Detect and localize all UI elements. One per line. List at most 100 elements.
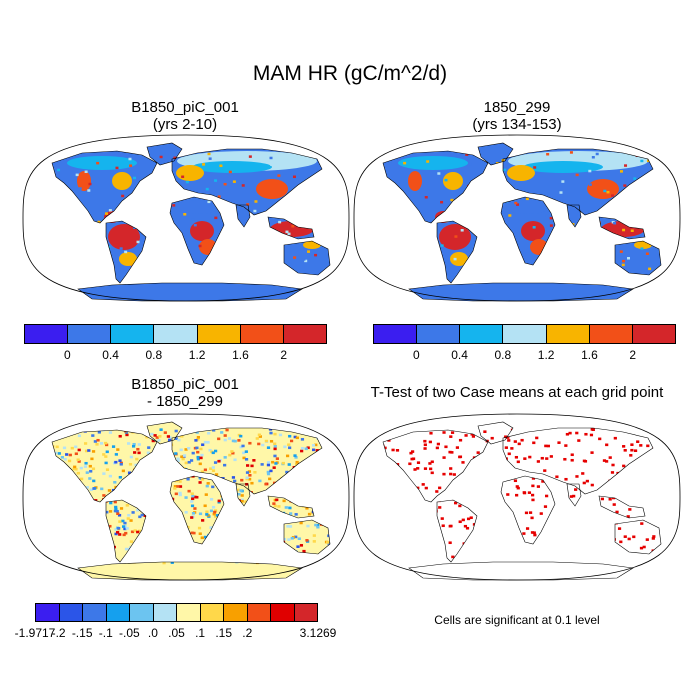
grid-cell [96, 438, 100, 442]
significant-cell [530, 516, 534, 520]
colorbar-top-left [24, 324, 327, 344]
congo [521, 221, 545, 241]
grid-cell [304, 259, 308, 263]
continent-southAmerica [106, 500, 146, 562]
grid-cell [254, 200, 258, 203]
grid-cell [102, 494, 106, 497]
significant-cell [623, 449, 627, 452]
grid-cell [129, 540, 134, 543]
significant-cell [581, 472, 585, 475]
grid-cell [121, 519, 125, 523]
significant-cell [465, 526, 470, 530]
grid-cell [530, 157, 534, 161]
significant-cell [626, 515, 630, 518]
significant-cell [444, 445, 448, 449]
significant-cell [423, 439, 427, 443]
significant-cell [630, 448, 634, 452]
grid-cell [289, 512, 293, 515]
congo [190, 221, 214, 241]
significant-cell [583, 459, 588, 463]
grid-cell [622, 228, 626, 232]
grid-cell [78, 187, 82, 190]
grid-cell [124, 250, 128, 254]
grid-cell [179, 448, 183, 452]
colorbar-swatch [294, 604, 317, 621]
colorbar-swatch [197, 325, 241, 343]
grid-cell [275, 457, 279, 460]
coastline-northAmerica [51, 150, 158, 224]
grid-cell [313, 428, 317, 431]
grid-cell [88, 182, 92, 186]
grid-cell [173, 487, 177, 490]
grid-cell [307, 512, 312, 516]
grid-cell [136, 240, 140, 244]
grid-cell [207, 200, 211, 204]
grid-cell [250, 464, 254, 468]
significant-cell [470, 432, 474, 436]
grid-cell [118, 459, 122, 462]
grid-cell [231, 476, 236, 479]
grid-cell [173, 156, 177, 160]
grid-cell [129, 455, 133, 459]
grid-cell [272, 502, 276, 505]
significant-cell [522, 532, 526, 535]
grid-cell [74, 445, 78, 449]
grid-cell [276, 158, 280, 161]
coastline-india [235, 483, 251, 507]
coastline-southAmerica [436, 220, 478, 284]
grid-cell [174, 452, 178, 455]
colorbar-tick-label: 2 [280, 348, 288, 362]
grid-cell [196, 455, 200, 459]
significant-cell [430, 460, 434, 464]
grid-cell [204, 493, 208, 496]
significant-cell [565, 432, 570, 436]
grid-cell [266, 463, 271, 467]
grid-cell [245, 477, 249, 481]
grid-cell [300, 449, 304, 453]
grid-cell [316, 523, 320, 527]
grid-cell [113, 480, 117, 484]
continent-africa [501, 476, 555, 544]
grid-cell [277, 174, 281, 177]
grid-cell [239, 445, 243, 449]
significant-cell [569, 495, 574, 498]
grid-cell [99, 442, 104, 445]
grid-cell [75, 173, 79, 177]
significant-cell [416, 461, 421, 464]
grid-cell [113, 500, 117, 504]
significant-cell [619, 540, 623, 544]
grid-cell [207, 431, 211, 435]
coastline-southAmerica [105, 220, 147, 284]
grid-cell [453, 257, 457, 261]
grid-cell [184, 496, 188, 499]
grid-cell [114, 507, 118, 511]
grid-cell [239, 489, 243, 492]
grid-cell [203, 504, 207, 508]
grid-cell [91, 467, 96, 471]
grid-cell [181, 175, 185, 179]
grid-cell [214, 179, 218, 182]
grid-cell [62, 446, 67, 450]
significant-cell [549, 455, 553, 458]
grid-cell [116, 448, 120, 451]
grid-cell [190, 516, 194, 519]
grid-cell [545, 214, 549, 218]
grid-cell [195, 446, 199, 450]
grid-cell [533, 166, 537, 169]
grid-cell [288, 525, 293, 528]
grid-cell [232, 180, 236, 183]
grid-cell [114, 460, 118, 464]
significant-cell [438, 486, 442, 490]
significant-cell [514, 455, 519, 459]
grid-cell [196, 435, 200, 439]
grid-cell [258, 198, 262, 201]
grid-cell [205, 484, 209, 488]
grid-cell [273, 432, 277, 436]
grid-cell [170, 561, 174, 564]
grid-cell [311, 448, 316, 452]
grid-cell [163, 431, 167, 434]
significant-cell [645, 538, 649, 541]
grid-cell [104, 212, 108, 215]
grid-cell [143, 514, 147, 518]
grid-cell [246, 464, 250, 467]
